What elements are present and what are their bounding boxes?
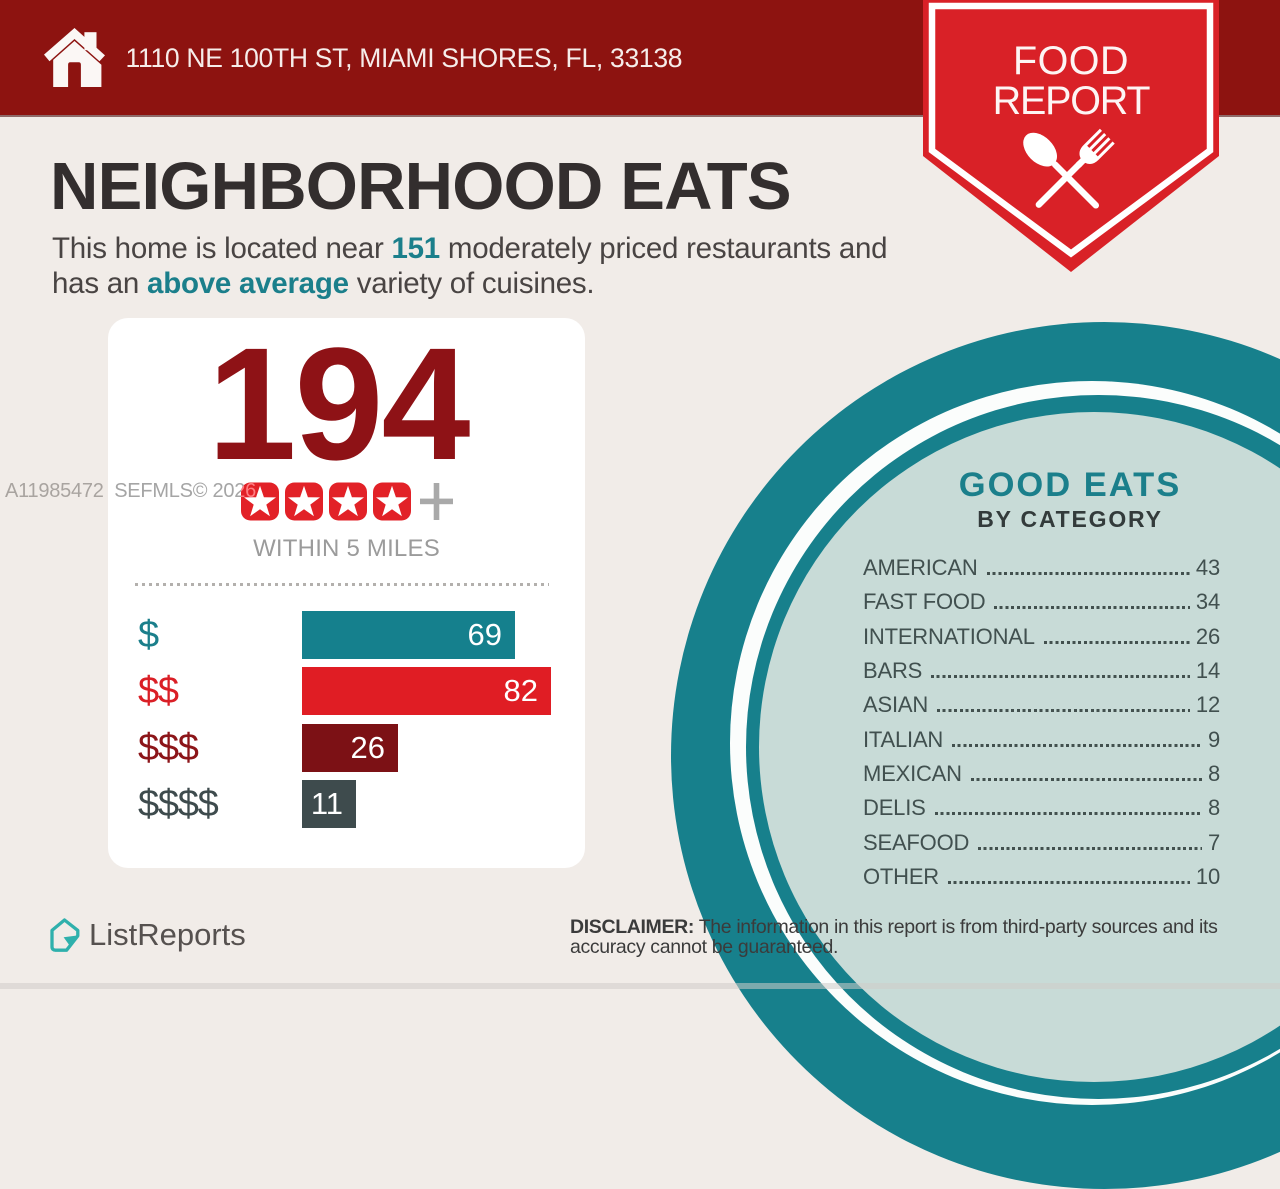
svg-text:FOOD: FOOD (1013, 39, 1129, 83)
svg-text:REPORT: REPORT (993, 79, 1151, 123)
